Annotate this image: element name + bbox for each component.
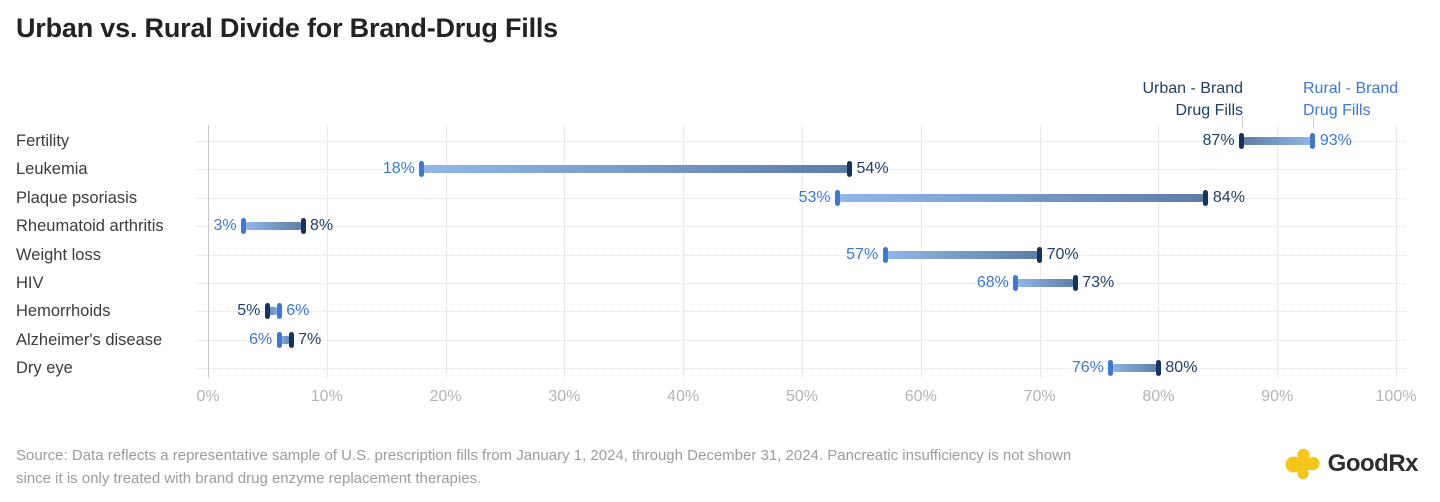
row-label-hemorrhoids: Hemorrhoids bbox=[16, 302, 111, 321]
gridline-40% bbox=[683, 125, 685, 378]
rural-cap bbox=[276, 331, 282, 348]
urban-cap bbox=[1239, 133, 1245, 149]
bar-weight-loss bbox=[885, 250, 1040, 259]
bar-rheumatoid-arthritis bbox=[243, 222, 304, 231]
legend-rural-line2: Drug Fills bbox=[1303, 102, 1371, 119]
row-guide bbox=[196, 311, 1406, 313]
rural-value-label: 53% bbox=[798, 188, 831, 206]
row-guide bbox=[196, 339, 1406, 341]
x-axis-label-20%: 20% bbox=[429, 388, 462, 405]
rural-value-label: 6% bbox=[249, 330, 273, 348]
x-axis-label-100%: 100% bbox=[1375, 388, 1417, 405]
urban-cap bbox=[1072, 275, 1078, 291]
x-axis-label-50%: 50% bbox=[785, 388, 819, 405]
legend-rural-line1: Rural - Brand bbox=[1303, 80, 1399, 97]
x-axis-label-80%: 80% bbox=[1142, 388, 1175, 405]
urban-cap bbox=[847, 161, 853, 178]
goodrx-logo: GoodRx bbox=[1285, 446, 1419, 482]
page-title: Urban vs. Rural Divide for Brand-Drug Fi… bbox=[16, 13, 558, 43]
row-label-rheumatoid-arthritis: Rheumatoid arthritis bbox=[16, 217, 164, 236]
bar-hemorrhoids bbox=[267, 307, 280, 316]
bar-fertility bbox=[1241, 137, 1313, 145]
urban-value-label: 54% bbox=[856, 160, 889, 178]
urban-cap bbox=[1203, 189, 1209, 206]
bar-plaque-psoriasis bbox=[837, 193, 1206, 202]
rural-value-label: 68% bbox=[976, 274, 1009, 291]
gridline-50% bbox=[802, 125, 803, 378]
row-guide bbox=[196, 283, 1406, 284]
rural-cap bbox=[1108, 360, 1114, 377]
urban-value-label: 8% bbox=[310, 217, 334, 235]
urban-cap bbox=[1155, 360, 1161, 377]
bar-dry-eye bbox=[1110, 364, 1159, 373]
row-guide bbox=[196, 197, 1406, 199]
bar-leukemia bbox=[421, 165, 850, 174]
x-axis-label-90%: 90% bbox=[1261, 388, 1294, 405]
rural-cap bbox=[419, 161, 425, 178]
urban-value-label: 84% bbox=[1212, 188, 1245, 206]
rural-value-label: 18% bbox=[382, 160, 415, 178]
gridline-90% bbox=[1277, 125, 1279, 378]
x-axis-label-30%: 30% bbox=[548, 388, 581, 405]
row-guide bbox=[196, 141, 1406, 142]
row-guide bbox=[196, 226, 1406, 228]
rural-cap bbox=[241, 218, 247, 235]
legend-urban-line1: Urban - Brand bbox=[1142, 80, 1244, 97]
rural-value-label: 57% bbox=[846, 245, 879, 263]
x-axis-label-70%: 70% bbox=[1023, 388, 1056, 405]
row-guide bbox=[196, 368, 1406, 370]
rural-cap bbox=[882, 246, 888, 263]
legend-urban-line2: Drug Fills bbox=[1175, 102, 1243, 119]
row-label-plaque-psoriasis: Plaque psoriasis bbox=[16, 188, 138, 207]
source-note: Source: Data reflects a representative s… bbox=[16, 444, 1241, 490]
goodrx-plus-icon bbox=[1285, 448, 1320, 480]
gridline-100% bbox=[1396, 125, 1397, 378]
urban-value-label: 87% bbox=[1202, 132, 1235, 149]
legend-urban: Urban - Brand Drug Fills bbox=[1143, 78, 1244, 122]
row-label-alzheimer-s-disease: Alzheimer's disease bbox=[16, 330, 163, 349]
x-axis-label-10%: 10% bbox=[310, 388, 343, 405]
goodrx-logo-text: GoodRx bbox=[1327, 450, 1419, 477]
legend-leader-tick-rural bbox=[1313, 116, 1314, 128]
x-axis-label-0%: 0% bbox=[196, 388, 220, 405]
gridline-0% bbox=[208, 125, 209, 378]
bar-hiv bbox=[1015, 279, 1076, 287]
row-guide bbox=[196, 254, 1406, 256]
urban-cap bbox=[300, 218, 306, 235]
rural-value-label: 6% bbox=[286, 302, 310, 320]
rural-value-label: 3% bbox=[213, 217, 237, 235]
urban-value-label: 80% bbox=[1165, 359, 1198, 377]
urban-value-label: 70% bbox=[1046, 245, 1079, 263]
rural-value-label: 93% bbox=[1319, 132, 1352, 149]
bar-alzheimer-s-disease bbox=[279, 335, 292, 344]
urban-cap bbox=[264, 303, 270, 320]
urban-value-label: 5% bbox=[237, 302, 261, 320]
gridline-10% bbox=[326, 125, 328, 378]
legend-leader-tick-urban bbox=[1242, 116, 1243, 128]
source-note-line1: Source: Data reflects a representative s… bbox=[16, 447, 1072, 464]
row-label-fertility: Fertility bbox=[16, 132, 70, 150]
rural-cap bbox=[835, 189, 841, 206]
gridline-20% bbox=[445, 125, 447, 378]
rural-value-label: 76% bbox=[1071, 359, 1104, 377]
rural-cap bbox=[276, 303, 282, 320]
rural-cap bbox=[1013, 275, 1019, 291]
x-axis-label-40%: 40% bbox=[667, 388, 700, 405]
urban-cap bbox=[288, 331, 294, 348]
urban-value-label: 7% bbox=[298, 330, 322, 348]
urban-value-label: 73% bbox=[1082, 274, 1115, 291]
row-label-dry-eye: Dry eye bbox=[16, 359, 73, 378]
legend-rural: Rural - Brand Drug Fills bbox=[1303, 78, 1398, 122]
row-label-weight-loss: Weight loss bbox=[16, 245, 101, 264]
rural-cap bbox=[1310, 133, 1316, 149]
gridline-30% bbox=[564, 125, 566, 378]
x-axis-label-60%: 60% bbox=[904, 388, 937, 405]
urban-cap bbox=[1037, 246, 1043, 263]
source-note-line2: since it is only treated with brand drug… bbox=[16, 470, 482, 487]
gridline-80% bbox=[1158, 125, 1160, 378]
row-label-leukemia: Leukemia bbox=[16, 160, 88, 179]
row-label-hiv: HIV bbox=[16, 274, 44, 292]
